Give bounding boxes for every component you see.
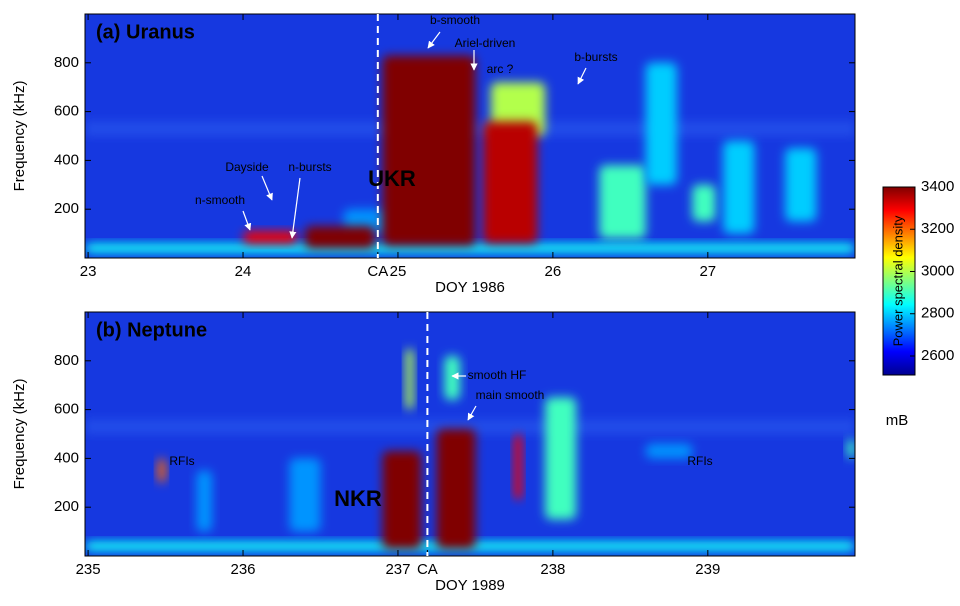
annotation: arc ? <box>487 62 514 76</box>
y-tick-label: 200 <box>54 200 79 217</box>
annotation: smooth HF <box>468 368 527 382</box>
emission-region <box>382 55 476 246</box>
annotation: n-smooth <box>195 193 245 207</box>
annotation-arrow <box>289 177 301 239</box>
panel-title: (b) Neptune <box>96 319 207 341</box>
y-tick-label: 400 <box>54 151 79 168</box>
colorbar-tick-label: 3000 <box>921 262 954 279</box>
y-tick-label: 600 <box>54 103 79 120</box>
x-tick-label: 238 <box>540 561 565 578</box>
y-tick-label: 400 <box>54 449 79 466</box>
annotation: b-smooth <box>430 13 480 27</box>
annotation: RFIs <box>687 454 712 468</box>
plot-area <box>85 312 855 556</box>
x-tick-label: 26 <box>545 263 562 280</box>
emission-region <box>645 62 677 185</box>
annotation: main smooth <box>476 388 545 402</box>
emission-region <box>483 121 538 244</box>
emission-region <box>514 434 522 500</box>
emission-region <box>85 243 855 254</box>
emission-region <box>692 184 716 222</box>
x-tick-label: 236 <box>231 561 256 578</box>
colorbar-tick-label: 3400 <box>921 178 954 195</box>
x-axis-title: DOY 1986 <box>435 279 505 296</box>
annotation: NKR <box>334 486 382 511</box>
y-axis-title: Frequency (kHz) <box>11 379 28 490</box>
x-tick-label: 23 <box>80 263 97 280</box>
annotation-arrow <box>261 175 273 201</box>
emission-region <box>645 443 693 459</box>
colorbar-tick-label: 2600 <box>921 347 954 364</box>
x-tick-label: 27 <box>699 263 716 280</box>
x-tick-label: 235 <box>76 561 101 578</box>
annotation: n-bursts <box>288 160 331 174</box>
colorbar-tick-label: 2800 <box>921 305 954 322</box>
emission-region <box>545 397 577 520</box>
y-axis-title: Frequency (kHz) <box>11 81 28 192</box>
colorbar <box>882 186 916 376</box>
x-axis-title: DOY 1989 <box>435 577 505 594</box>
emission-region <box>847 438 855 459</box>
emission-region <box>305 226 375 249</box>
emission-region <box>243 231 298 244</box>
annotation: UKR <box>368 166 416 191</box>
x-tick-label: 24 <box>235 263 252 280</box>
annotation-arrow <box>427 31 441 49</box>
emission-region <box>405 348 414 410</box>
emission-region <box>157 458 166 483</box>
y-tick-label: 800 <box>54 352 79 369</box>
emission-region <box>785 148 817 222</box>
annotation-arrow <box>577 67 587 85</box>
panel-title: (a) Uranus <box>96 21 195 43</box>
annotation: RFIs <box>169 454 194 468</box>
annotation: Ariel-driven <box>455 36 516 50</box>
emission-region <box>382 451 422 549</box>
emission-region <box>444 355 460 400</box>
annotation-arrow <box>467 405 477 421</box>
x-tick-label: 25 <box>390 263 407 280</box>
x-tick-label: 237 <box>385 561 410 578</box>
y-tick-label: 200 <box>54 498 79 515</box>
emission-region <box>723 140 755 234</box>
colorbar-unit: mB <box>886 412 909 429</box>
band <box>85 419 855 434</box>
x-tick-label: CA <box>417 561 438 578</box>
colorbar-label: Power spectral density <box>890 215 905 346</box>
frame <box>84 13 856 259</box>
x-tick-label: CA <box>367 263 388 280</box>
y-tick-label: 800 <box>54 54 79 71</box>
y-tick-label: 600 <box>54 401 79 418</box>
emission-region <box>289 458 321 532</box>
colorbar-tick-label: 3200 <box>921 220 954 237</box>
annotation-arrow <box>242 210 252 231</box>
frame <box>84 311 856 557</box>
annotation: b-bursts <box>574 50 617 64</box>
plot-area <box>85 14 855 258</box>
annotation: Dayside <box>225 160 269 174</box>
emission-region <box>436 429 476 549</box>
x-tick-label: 239 <box>695 561 720 578</box>
emission-region <box>599 165 646 239</box>
emission-region <box>196 470 213 532</box>
